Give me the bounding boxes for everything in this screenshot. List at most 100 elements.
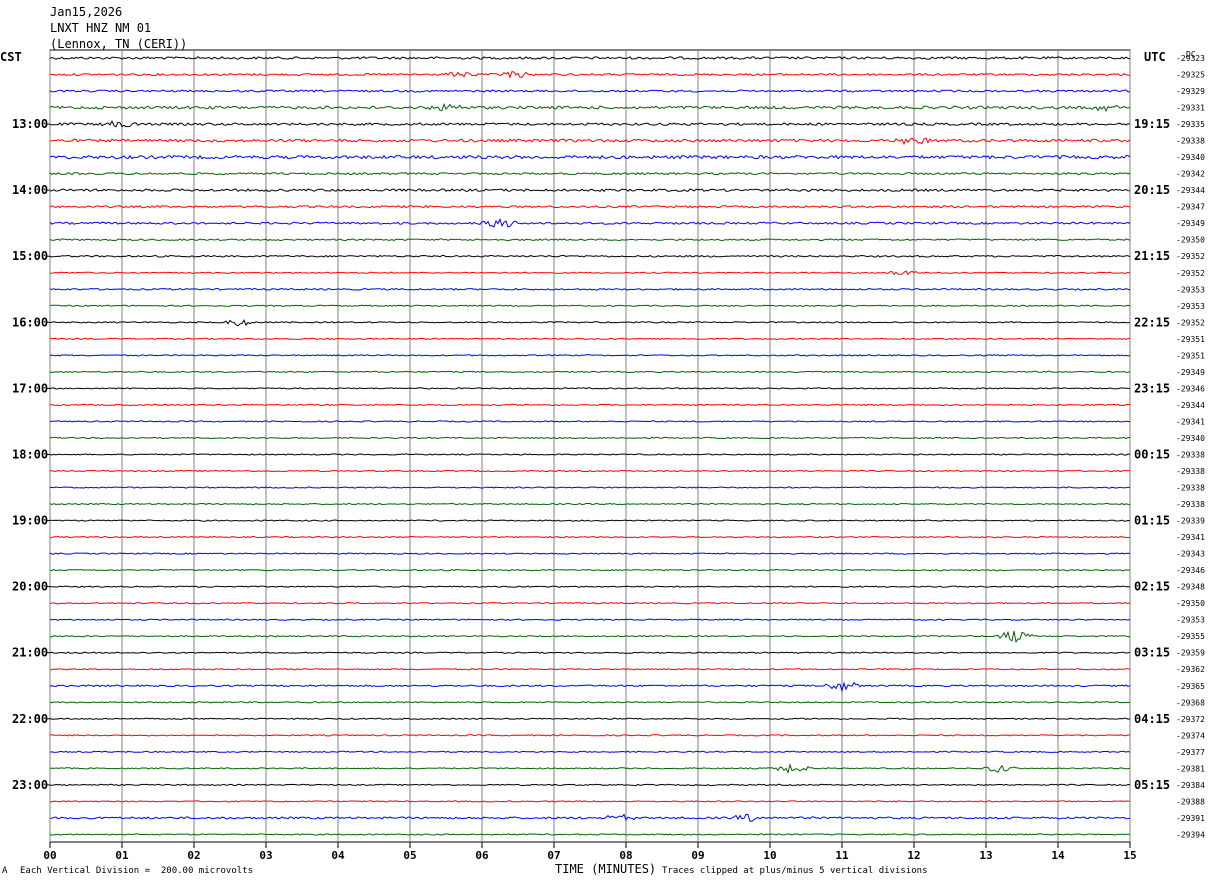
right-hour-label: 22:15 [1134,315,1170,329]
dc-offset-label: -29342 [1176,170,1205,179]
dc-offset-label: -29338 [1176,500,1205,509]
trace-line [49,701,1131,704]
x-tick-label: 09 [691,849,704,862]
trace-line [49,552,1131,555]
right-hour-label: 21:15 [1134,249,1170,263]
trace-line [49,535,1131,539]
left-hour-label: 13:00 [12,117,48,131]
dc-offset-label: -29351 [1176,335,1205,344]
trace-line [49,681,1131,693]
trace-line [49,833,1131,836]
trace-line [49,304,1131,307]
trace-line [49,370,1131,374]
left-hour-label: 23:00 [12,778,48,792]
dc-offset-label: -29347 [1176,203,1205,212]
dc-offset-label: -29344 [1176,186,1205,195]
left-hour-label: 21:00 [12,646,48,660]
trace-line [49,120,1131,128]
x-tick-label: 14 [1051,849,1065,862]
trace-line [49,734,1131,737]
dc-offset-label: -29353 [1176,616,1205,625]
left-hour-label: 19:00 [12,514,48,528]
trace-line [49,270,1131,276]
trace-line [49,154,1131,160]
dc-offset-label: -29374 [1176,731,1205,740]
x-tick-label: 08 [619,849,632,862]
dc-offset-label: -29335 [1176,120,1205,129]
trace-line [50,137,1131,146]
trace-line [49,387,1131,390]
right-hour-label: 01:15 [1134,514,1170,528]
footer-mark: A [2,866,8,876]
dc-offset-label: -29355 [1176,632,1205,641]
dc-offset-label: -29388 [1176,797,1205,806]
trace-line [49,762,1131,774]
labels: 00 01 02 03 04 05 06 07 08 09 10 11 12 13 14 15 -29323 -2… [12,54,1205,862]
dc-offset-label: -29381 [1176,764,1205,773]
trace-line [49,188,1131,193]
footer-scale-text: Each Vertical Division = 200.00 microvol… [20,866,253,876]
dc-offset-label: -29352 [1176,318,1205,327]
right-hour-label: 04:15 [1134,712,1170,726]
left-hour-label: 14:00 [12,183,48,197]
trace-line [49,486,1131,489]
dc-offset-label: -29338 [1176,484,1205,493]
x-tick-label: 11 [835,849,849,862]
trace-line [49,519,1131,522]
left-hour-label: 18:00 [12,447,48,461]
trace-line [49,171,1131,176]
left-hour-label: 17:00 [12,381,48,395]
right-hour-label: 19:15 [1134,117,1170,131]
x-tick-label: 01 [115,849,129,862]
trace-line [49,602,1131,605]
grid [46,49,1131,848]
dc-offset-label: -29359 [1176,649,1205,658]
dc-offset-label: -29338 [1176,137,1205,146]
dc-offset-label: -29349 [1176,219,1205,228]
trace-line [49,403,1131,407]
x-axis-title: TIME (MINUTES) [555,862,657,876]
trace-line [49,502,1131,506]
dc-offset-label: -29350 [1176,236,1205,245]
dc-offset-label: -29349 [1176,368,1205,377]
dc-offset-label: -29341 [1176,417,1205,426]
trace-line [49,287,1131,291]
dc-offset-label: -29391 [1176,814,1205,823]
dc-offset-label: -29346 [1176,384,1205,393]
left-hour-label: 22:00 [12,712,48,726]
footer-clip-text: Traces clipped at plus/minus 5 vertical … [662,866,928,876]
plot-frame [49,49,1131,843]
trace-line [49,436,1131,440]
x-tick-label: 12 [907,849,920,862]
trace-line [49,750,1131,753]
trace-line [49,254,1131,258]
x-tick-label: 07 [547,849,560,862]
trace-line [49,568,1131,572]
left-timezone-label: CST [0,50,22,64]
trace-line [49,668,1131,671]
dc-offset-label: -29348 [1176,583,1205,592]
x-tick-label: 03 [259,849,272,862]
dc-offset-label: -29352 [1176,252,1205,261]
trace-line [49,89,1131,93]
dc-offset-header: DC [1186,50,1196,59]
trace-line [49,319,1131,327]
trace-line [49,800,1131,803]
trace-line [49,618,1131,621]
dc-offset-label: -29352 [1176,269,1205,278]
dc-offset-label: -29365 [1176,682,1205,691]
left-hour-label: 16:00 [12,315,48,329]
right-hour-label: 02:15 [1134,580,1170,594]
dc-offset-label: -29340 [1176,153,1205,162]
dc-offset-label: -29341 [1176,533,1205,542]
dc-offset-label: -29323 [1176,54,1205,63]
x-tick-label: 04 [331,849,345,862]
x-tick-label: 10 [763,849,776,862]
dc-offset-label: -29350 [1176,599,1205,608]
trace-line [49,717,1131,720]
right-hour-label: 03:15 [1134,646,1170,660]
trace-line [49,453,1131,456]
trace-line [49,420,1131,423]
trace-line [49,102,1131,113]
trace-line [49,469,1131,473]
